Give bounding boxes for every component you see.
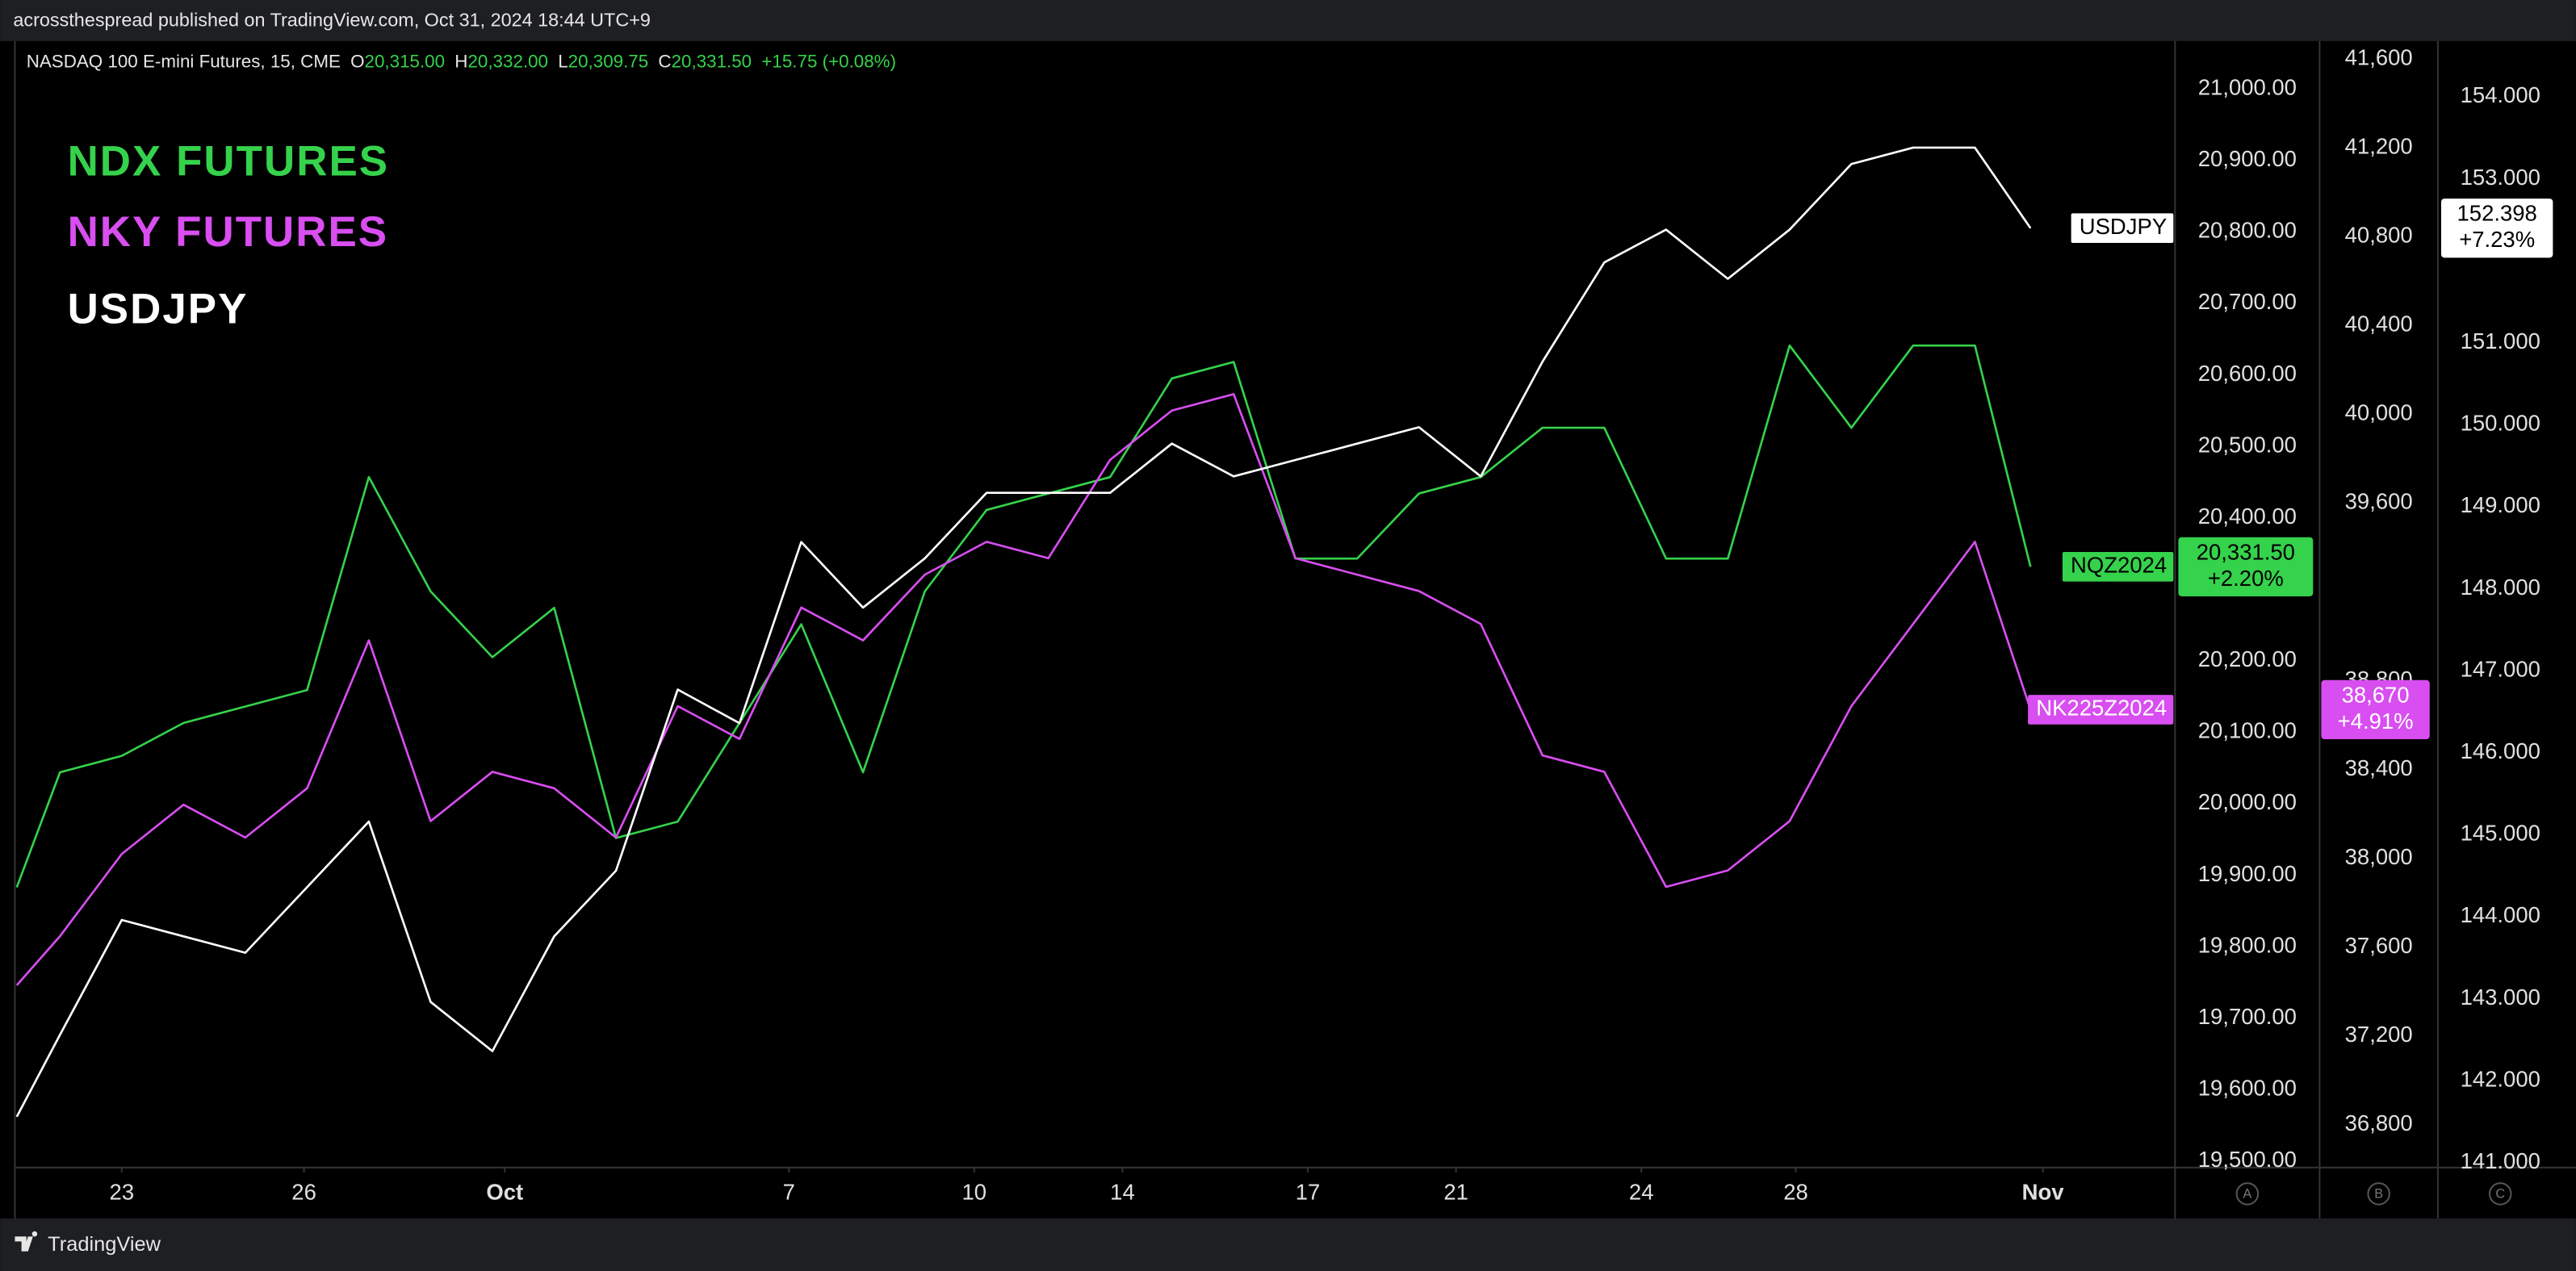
price-box: [2440, 199, 2553, 258]
y-tick-label: 21,000.00: [2198, 74, 2297, 99]
y-tick-label: 147.000: [2461, 656, 2540, 681]
y-tick-label: 146.000: [2461, 738, 2540, 763]
change: +15.75 (+0.08%): [761, 51, 896, 71]
symbol: NASDAQ 100 E-mini Futures, 15, CME: [27, 51, 341, 71]
series-name-bg: [2028, 695, 2174, 725]
y-tick-label: 143.000: [2461, 985, 2540, 1010]
y-tick-label: 37,200: [2345, 1022, 2413, 1047]
y-tick-label: 20,100.00: [2198, 718, 2297, 743]
y-tick-label: 41,600: [2345, 44, 2413, 69]
x-tick-label: Oct: [486, 1180, 523, 1205]
y-tick-label: 20,800.00: [2198, 218, 2297, 243]
x-tick-label: 21: [1443, 1180, 1468, 1205]
series-name-tag: NQZ2024: [2071, 553, 2167, 578]
y-tick-label: 150.000: [2461, 411, 2540, 436]
series-line: [15, 344, 2032, 888]
y-tick-label: 20,500.00: [2198, 432, 2297, 457]
y-tick-label: 153.000: [2461, 165, 2540, 190]
y-tick-label: 38,400: [2345, 755, 2413, 780]
y-tick-label: 40,000: [2345, 400, 2413, 425]
y-tick-label: 20,700.00: [2198, 289, 2297, 314]
y-tick-label: 39,600: [2345, 489, 2413, 514]
price-label: 152.398: [2457, 201, 2537, 226]
footer-brand: TradingView: [48, 1233, 161, 1256]
axis-button: [2235, 1182, 2260, 1206]
y-tick-label: 19,900.00: [2198, 861, 2297, 886]
y-tick-label: 149.000: [2461, 492, 2540, 517]
axis-button: [2489, 1182, 2512, 1206]
bottom-bar: [0, 1218, 2576, 1271]
y-tick-label: 40,400: [2345, 311, 2413, 337]
top-bar: [0, 0, 2576, 41]
annotation: USDJPY: [68, 286, 249, 333]
axis-button-label: A: [2243, 1187, 2251, 1202]
change-label: +4.91%: [2338, 709, 2414, 734]
y-tick-label: 19,600.00: [2198, 1076, 2297, 1101]
series-name-bg: [2062, 552, 2174, 582]
ohlc-key: L: [558, 51, 568, 71]
series-name-bg: [2071, 213, 2174, 244]
ohlc-value: 20,331.50: [672, 51, 752, 71]
y-tick-label: 148.000: [2461, 575, 2540, 600]
x-tick-label: 26: [291, 1180, 316, 1205]
series-line: [15, 146, 2032, 1118]
x-tick-label: 23: [110, 1180, 135, 1205]
ohlc-value: 20,332.00: [467, 51, 548, 71]
annotation: NKY FUTURES: [68, 208, 389, 256]
publisher: acrossthespread published on TradingView…: [13, 10, 650, 31]
series-name-tag: USDJPY: [2080, 214, 2167, 239]
footer-logo: [15, 1231, 38, 1252]
annotation: NDX FUTURES: [68, 137, 390, 185]
x-tick-label: 24: [1629, 1180, 1654, 1205]
y-tick-label: 36,800: [2345, 1110, 2413, 1135]
axis-button-label: B: [2374, 1187, 2383, 1202]
y-tick-label: 145.000: [2461, 821, 2540, 846]
y-tick-label: 19,800.00: [2198, 932, 2297, 957]
y-tick-label: 142.000: [2461, 1066, 2540, 1091]
ohlc-key: C: [658, 51, 671, 71]
y-tick-label: 20,000.00: [2198, 789, 2297, 814]
y-tick-label: 19,700.00: [2198, 1004, 2297, 1029]
y-tick-label: 20,200.00: [2198, 646, 2297, 671]
change-label: +2.20%: [2208, 566, 2284, 591]
x-tick-label: 17: [1296, 1180, 1321, 1205]
y-tick-label: 144.000: [2461, 902, 2540, 927]
ohlc-key: H: [454, 51, 467, 71]
y-tick-label: 19,500.00: [2198, 1147, 2297, 1172]
series-name-tag: NK225Z2024: [2036, 696, 2167, 721]
y-tick-label: 20,400.00: [2198, 504, 2297, 529]
x-tick-label: 28: [1783, 1180, 1808, 1205]
axis-button-label: C: [2495, 1187, 2505, 1202]
price-box: [2178, 537, 2314, 596]
x-tick-label: 7: [783, 1180, 795, 1205]
ohlc-value: 20,315.00: [365, 51, 446, 71]
change-label: +7.23%: [2459, 227, 2535, 252]
x-tick-label: 14: [1110, 1180, 1135, 1205]
series-line: [15, 393, 2032, 986]
ohlc-key: O: [350, 51, 364, 71]
x-tick-label: 10: [962, 1180, 987, 1205]
ohlc-value: 20,309.75: [568, 51, 649, 71]
y-tick-label: 151.000: [2461, 328, 2540, 353]
price-label: 20,331.50: [2197, 539, 2295, 564]
y-tick-label: 41,200: [2345, 133, 2413, 158]
y-tick-label: 20,900.00: [2198, 146, 2297, 171]
x-tick-label: Nov: [2022, 1180, 2065, 1205]
y-tick-label: 20,600.00: [2198, 361, 2297, 386]
price-box: [2321, 679, 2430, 740]
y-tick-label: 40,800: [2345, 223, 2413, 248]
axis-button: [2367, 1182, 2390, 1206]
symbol-line: NASDAQ 100 E-mini Futures, 15, CME O20,31…: [27, 51, 896, 71]
price-label: 38,670: [2342, 682, 2410, 707]
y-tick-label: 141.000: [2461, 1148, 2540, 1173]
y-tick-label: 154.000: [2461, 82, 2540, 107]
y-tick-label: 37,600: [2345, 933, 2413, 958]
y-tick-label: 38,000: [2345, 844, 2413, 869]
